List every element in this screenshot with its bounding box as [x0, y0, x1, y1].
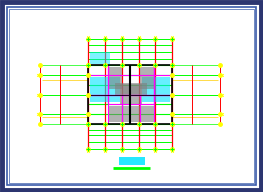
Bar	[88, 65, 172, 124]
Bar	[90, 52, 110, 64]
Bar	[119, 157, 145, 165]
Bar	[90, 77, 120, 102]
Bar	[115, 83, 147, 95]
Bar	[142, 77, 170, 102]
Bar	[108, 106, 154, 122]
Bar	[140, 67, 154, 89]
Bar	[120, 84, 142, 104]
Bar	[108, 67, 122, 89]
